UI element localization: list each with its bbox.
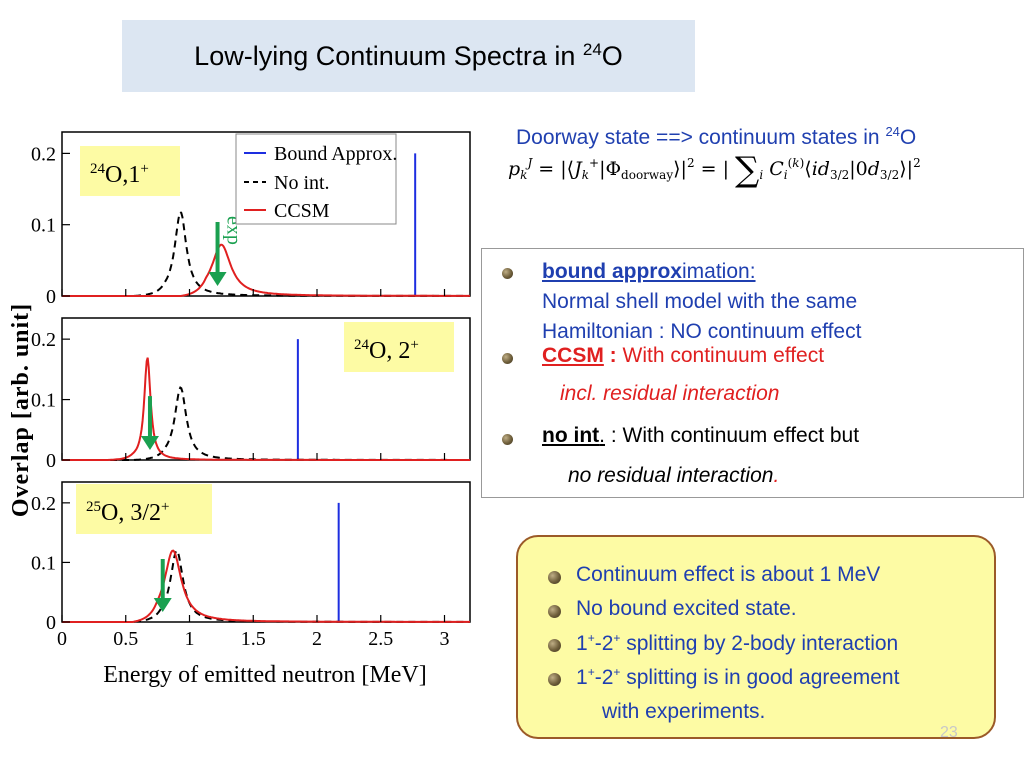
panel-label: 24O,1+ [90,161,149,188]
model-description-box: bound approximation: Normal shell model … [481,248,1024,498]
y-tick-label: 0 [46,612,56,634]
exp-arrow-head [153,598,172,612]
overlap-chart: exp 00.10.200.10.200.10.20 0.5 1 1.5 2 2.5 3 O… [8,131,471,688]
bullet-icon [548,571,561,584]
panel-label-box [344,322,454,372]
y-tick-label: 0.2 [31,493,56,515]
x-tick-label: 2.5 [368,628,393,650]
summary-line-4: 1+-2+ splitting is in good agreement [576,665,900,689]
bullet-icon [548,639,561,652]
item-no-int: no int. : With continuum effect but [542,424,860,447]
x-tick-label: 1.5 [241,628,266,650]
bullet-icon [502,268,513,279]
item-bound-approx: bound approximation: [542,260,756,283]
bullet-icon [548,673,561,686]
panel-label-box [80,146,180,196]
summary-line-2: No bound excited state. [576,597,797,620]
panel-label: 25O, 3/2+ [86,499,169,526]
ccsm-curve [62,549,470,623]
y-tick-label: 0.1 [31,552,56,574]
doorway-formula: pkJ = |⟨Jk+|Φdoorway⟩|2 = | ∑i Ci(k)⟨id3… [508,150,921,190]
y-axis-label: Overlap [arb. unit] [8,303,34,517]
bullet-icon [548,605,561,618]
item-bound-approx-line3: Hamiltonian : NO continuum effect [542,320,862,343]
no-int-curve [62,210,470,297]
exp-arrow-head [140,436,159,450]
summary-line-1: Continuum effect is about 1 MeV [576,563,881,586]
summary-line-5: with experiments. [602,700,766,723]
x-tick-label: 2 [312,628,322,650]
y-tick-label: 0.1 [31,215,56,237]
legend-item-bound: Bound Approx. [274,143,397,165]
summary-line-3: 1+-2+ splitting by 2-body interaction [576,631,899,655]
slide-title: Low-lying Continuum Spectra in 24O [194,40,623,71]
x-tick-label: 1 [185,628,195,650]
y-tick-label: 0 [46,286,56,308]
y-tick-label: 0.2 [31,329,56,351]
summary-box: Continuum effect is about 1 MeV No bound… [516,535,996,739]
x-tick-label: 0.5 [113,628,138,650]
panel-label: 24O, 2+ [354,337,419,364]
legend-item-noint: No int. [274,172,330,194]
title-box: Low-lying Continuum Spectra in 24O [122,20,695,92]
item-ccsm-line2: incl. residual interaction [560,382,780,405]
legend: Bound Approx. No int. CCSM [235,133,397,225]
ccsm-curve [62,243,470,297]
item-ccsm: CCSM : With continuum effect [542,344,825,367]
panel-label-box [76,484,212,534]
legend-item-ccsm: CCSM [274,200,330,222]
y-tick-label: 0.2 [31,143,56,165]
y-tick-label: 0.1 [31,390,56,412]
bullet-icon [502,353,513,364]
bullet-icon [502,434,513,445]
x-tick-label: 0 [57,628,67,650]
x-axis-label: Energy of emitted neutron [MeV] [103,662,426,688]
doorway-heading: Doorway state ==> continuum states in 24… [516,124,917,149]
no-int-curve [62,386,470,461]
ccsm-curve [62,357,470,461]
x-tick-label: 3 [440,628,450,650]
no-int-curve [62,549,470,623]
y-tick-label: 0 [46,450,56,472]
exp-arrow-head [208,272,227,286]
item-no-int-line2: no residual interaction. [568,464,780,487]
item-bound-approx-line2: Normal shell model with the same [542,290,858,313]
page-number: 23 [940,724,958,741]
